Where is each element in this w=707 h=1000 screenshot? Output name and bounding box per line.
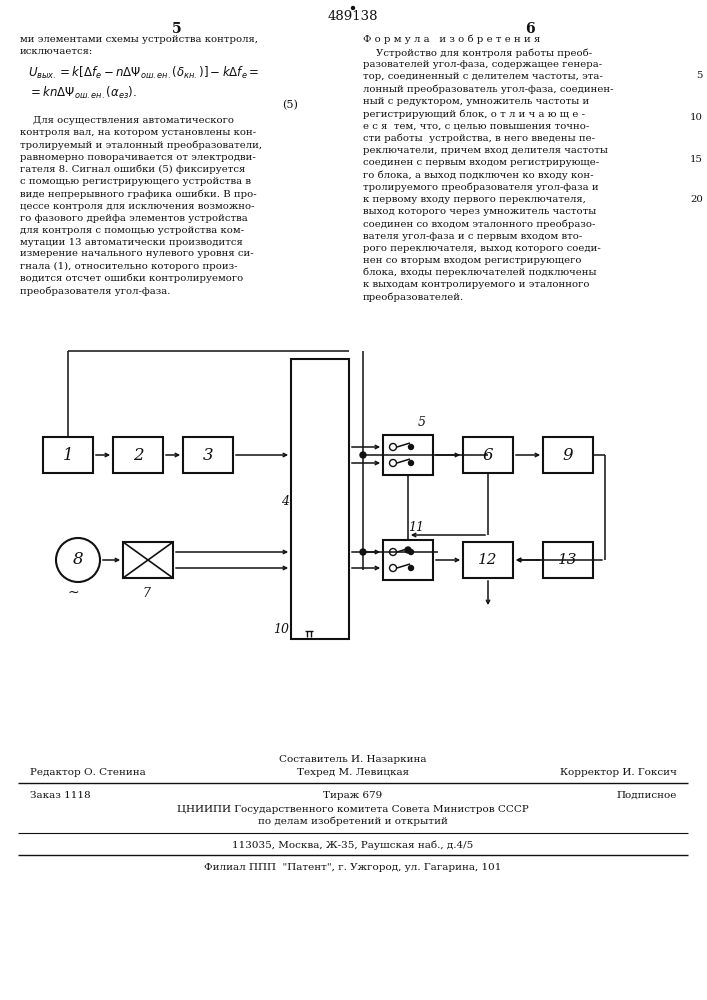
Circle shape	[409, 550, 414, 554]
Text: 3: 3	[203, 446, 214, 464]
Bar	[383, 540, 433, 580]
Bar	[113, 437, 163, 473]
Text: 5: 5	[173, 22, 182, 36]
Circle shape	[409, 566, 414, 570]
Text: 11: 11	[408, 521, 424, 534]
Text: 4: 4	[281, 495, 289, 508]
Text: Филиал ППП  "Патент", г. Ужгород, ул. Гагарина, 101: Филиал ППП "Патент", г. Ужгород, ул. Гаг…	[204, 863, 502, 872]
Text: 13: 13	[559, 553, 578, 567]
Bar	[383, 435, 433, 475]
Text: Заказ 1118: Заказ 1118	[30, 791, 90, 800]
Text: 2: 2	[133, 446, 144, 464]
Bar	[43, 437, 93, 473]
Circle shape	[351, 6, 354, 9]
Bar	[543, 542, 593, 578]
Circle shape	[360, 452, 366, 458]
Text: 10: 10	[690, 113, 703, 122]
Text: 20: 20	[690, 196, 703, 205]
Text: 7: 7	[142, 587, 150, 600]
Text: 8: 8	[73, 552, 83, 568]
Circle shape	[405, 547, 411, 553]
Bar	[291, 359, 349, 639]
Bar	[463, 542, 513, 578]
Text: (5): (5)	[282, 100, 298, 110]
Bar	[323, 510, 339, 615]
Text: 489138: 489138	[328, 10, 378, 23]
Text: ЦНИИПИ Государственного комитета Совета Министров СССР: ЦНИИПИ Государственного комитета Совета …	[177, 805, 529, 814]
Text: $\mathit{U_{вых.}=k[\Delta f_e-n\Delta\Psi_{ош.ен.}(\delta_{кн.})]-k\Delta f_e=}: $\mathit{U_{вых.}=k[\Delta f_e-n\Delta\P…	[28, 65, 259, 81]
Text: 15: 15	[690, 155, 703, 164]
Text: Для осуществления автоматического
контроля вал, на котором установлены кон-
трол: Для осуществления автоматического контро…	[20, 116, 262, 296]
Bar	[183, 437, 233, 473]
Text: Корректор И. Гоксич: Корректор И. Гоксич	[560, 768, 677, 777]
Bar	[305, 369, 313, 383]
Text: исключается:: исключается:	[20, 47, 93, 56]
Bar	[327, 615, 335, 629]
Text: 6: 6	[525, 22, 534, 36]
Text: Тираж 679: Тираж 679	[323, 791, 382, 800]
Text: Устройство для контроля работы преоб-
разователей угол-фаза, содержащее генера-
: Устройство для контроля работы преоб- ра…	[363, 48, 614, 302]
Text: 12: 12	[478, 553, 498, 567]
Bar	[327, 369, 335, 383]
Text: 5: 5	[696, 72, 703, 81]
Circle shape	[409, 460, 414, 466]
Bar	[123, 542, 173, 578]
Text: Составитель И. Назаркина: Составитель И. Назаркина	[279, 755, 427, 764]
Text: Ф о р м у л а   и з о б р е т е н и я: Ф о р м у л а и з о б р е т е н и я	[363, 34, 540, 43]
Text: 10: 10	[273, 623, 289, 636]
Text: 1: 1	[63, 446, 74, 464]
Text: по делам изобретений и открытий: по делам изобретений и открытий	[258, 817, 448, 826]
Circle shape	[409, 444, 414, 450]
Bar	[301, 510, 317, 615]
Text: 6: 6	[483, 446, 493, 464]
Bar	[301, 383, 317, 483]
Text: 9: 9	[563, 446, 573, 464]
Bar	[323, 383, 339, 483]
Bar	[305, 615, 313, 629]
Text: 5: 5	[418, 416, 426, 429]
Bar	[463, 437, 513, 473]
Text: Редактор О. Стенина: Редактор О. Стенина	[30, 768, 146, 777]
Text: ми элементами схемы устройства контроля,: ми элементами схемы устройства контроля,	[20, 35, 258, 44]
Bar	[543, 437, 593, 473]
Text: Подписное: Подписное	[617, 791, 677, 800]
Text: $\mathit{=kn\Delta\Psi_{ош.ен.}(\alpha_{ез}).}$: $\mathit{=kn\Delta\Psi_{ош.ен.}(\alpha_{…	[28, 85, 137, 101]
Text: Техред М. Левицкая: Техред М. Левицкая	[297, 768, 409, 777]
Text: 113035, Москва, Ж-35, Раушская наб., д.4/5: 113035, Москва, Ж-35, Раушская наб., д.4…	[233, 841, 474, 850]
Circle shape	[360, 549, 366, 555]
Text: ~: ~	[67, 586, 78, 600]
